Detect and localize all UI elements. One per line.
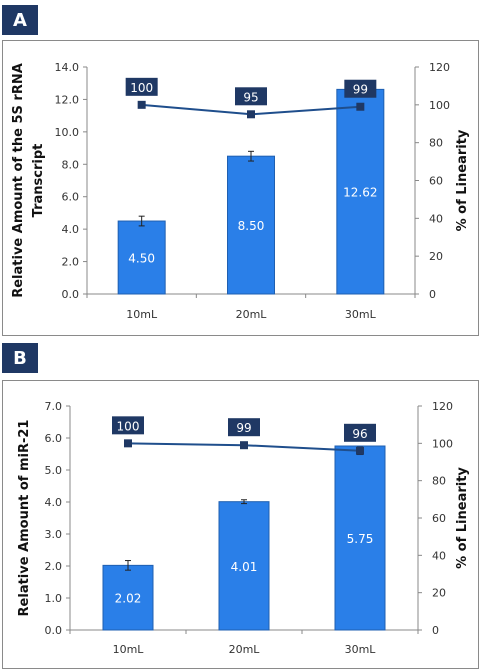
panel-a-y2-tick-label: 120 <box>429 61 450 74</box>
panel-a-y-tick-label: 6.0 <box>62 191 80 204</box>
panel-a-bar-value-label: 4.50 <box>128 252 155 266</box>
panel-b-y-axis-title: Relative Amount of miR-21 <box>17 420 32 617</box>
panel-b-y2-tick-label: 120 <box>432 400 453 413</box>
panel-a-y2-tick-label: 80 <box>429 137 443 150</box>
panel-b-bar <box>102 564 154 631</box>
panel-b-linearity-point <box>124 439 132 448</box>
panel-b-linearity-label-box <box>344 423 376 442</box>
panel-a-y-tick-label: 8.0 <box>62 158 80 171</box>
panel-b-y-tick-label: 2.0 <box>45 560 63 573</box>
panel-a-y-tick-label: 14.0 <box>55 61 80 74</box>
panel-a-x-tick-label: 10mL <box>126 308 158 321</box>
panel-b-y-tick-label: 4.0 <box>45 496 63 509</box>
panel-b-y2-tick-label: 40 <box>432 549 446 562</box>
panel-b-bar-value-label: 5.75 <box>347 532 374 546</box>
panel-a-x-tick-label: 20mL <box>236 308 268 321</box>
panel-b-x-tick-label: 10mL <box>113 643 145 656</box>
panel-b-y2-axis-title: % of Linearity <box>455 467 470 569</box>
panel-a-y2-tick-label: 100 <box>429 99 450 112</box>
panel-a-y-tick-label: 4.0 <box>62 223 80 236</box>
panel-a-linearity-label-box <box>125 77 158 96</box>
panel-b-y-tick-label: 7.0 <box>45 400 63 413</box>
panel-a-y-tick-label: 2.0 <box>62 256 80 269</box>
panel-a-label: A <box>2 5 38 35</box>
panel-b-bar-value-label: 4.01 <box>231 560 258 574</box>
panel-b-y2-tick-label: 60 <box>432 512 446 525</box>
panel-a-bar-value-label: 12.62 <box>343 186 377 200</box>
panel-b-linearity-point <box>240 441 248 450</box>
panel-b-y2-tick-label: 80 <box>432 475 446 488</box>
panel-a-y2-axis-title: % of Linearity <box>455 129 470 231</box>
panel-b-linearity-label-box <box>228 418 260 437</box>
panel-b-linearity-label: 96 <box>352 427 367 441</box>
panel-a-y-tick-label: 12.0 <box>55 93 80 106</box>
panel-a-linearity-point <box>137 100 146 109</box>
panel-a-y-tick-label: 10.0 <box>55 126 80 139</box>
panel-b-y2-tick-label: 0 <box>432 624 439 637</box>
panel-b-x-tick-label: 20mL <box>229 643 261 656</box>
panel-a-linearity-label: 95 <box>243 90 258 104</box>
panel-a-linearity-label: 99 <box>353 83 368 97</box>
panel-a-bar <box>117 220 166 295</box>
panel-b-bar-value-label: 2.02 <box>115 592 142 606</box>
panel-a-bar <box>336 88 385 295</box>
panel-b-linearity-point <box>356 446 364 455</box>
panel-a-linearity-label-box <box>344 79 377 98</box>
panel-b-y-tick-label: 0.0 <box>45 624 63 637</box>
panel-b-y-tick-label: 5.0 <box>45 464 63 477</box>
panel-b-x-tick-label: 30mL <box>345 643 377 656</box>
panel-a-bar <box>227 155 275 295</box>
panel-b-linearity-label-box <box>112 416 144 435</box>
panel-a-linearity-point <box>247 110 255 119</box>
panel-a-y-axis-title: Transcript <box>31 144 46 218</box>
panel-a-y2-tick-label: 20 <box>429 250 443 263</box>
panel-a-y-tick-label: 0.0 <box>62 288 80 301</box>
panel-a-linearity-label: 100 <box>130 81 153 95</box>
panel-b-y2-tick-label: 20 <box>432 587 446 600</box>
panel-b-linearity-label: 99 <box>236 421 251 435</box>
panel-b-y-tick-label: 6.0 <box>45 432 63 445</box>
panel-b-y-tick-label: 3.0 <box>45 528 63 541</box>
panel-b-linearity-label: 100 <box>117 419 140 433</box>
panel-a-y2-tick-label: 60 <box>429 175 443 188</box>
panel-a-bar-value-label: 8.50 <box>238 219 265 233</box>
panel-a-y2-tick-label: 0 <box>429 288 436 301</box>
panel-b-bar <box>334 445 386 631</box>
panel-a-linearity-label-box <box>235 87 267 106</box>
panel-a-y-axis-title: Relative Amount of the 5S rRNA <box>11 63 26 298</box>
panel-b-y2-tick-label: 100 <box>432 437 453 450</box>
panel-a-x-tick-label: 30mL <box>345 308 377 321</box>
panel-b-label: B <box>2 343 38 373</box>
panel-a-linearity-point <box>356 102 365 111</box>
panel-b-bar <box>218 501 270 631</box>
panel-a-y2-tick-label: 40 <box>429 212 443 225</box>
panel-b-y-tick-label: 1.0 <box>45 592 63 605</box>
